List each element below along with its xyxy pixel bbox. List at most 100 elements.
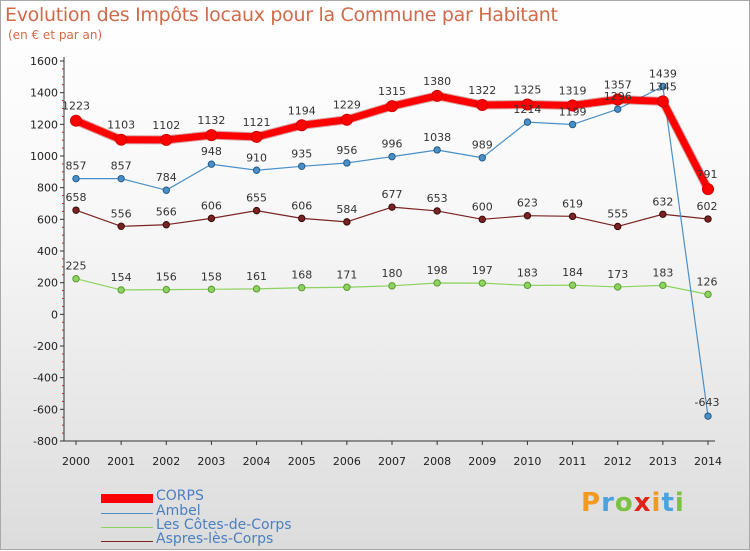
data-label: 653	[427, 192, 448, 205]
x-tick-label: 2010	[513, 455, 541, 468]
data-point	[252, 206, 261, 215]
data-point	[295, 119, 308, 132]
chart-axes: -800 -600 -400 -200 0 200 400 600 800 1000 1200 140…	[30, 55, 722, 468]
x-tick-label: 2011	[559, 455, 587, 468]
data-point	[388, 152, 396, 161]
data-label: 584	[336, 203, 357, 216]
data-label: 173	[607, 268, 628, 281]
x-tick-label: 2002	[152, 455, 180, 468]
data-point	[568, 120, 577, 129]
data-point	[433, 207, 441, 215]
y-tick-label: 1400	[30, 87, 58, 100]
data-label: 606	[201, 199, 222, 212]
y-tick-label: 600	[37, 213, 58, 226]
data-point	[656, 95, 669, 108]
data-point	[70, 114, 82, 127]
data-label: 857	[66, 160, 87, 173]
data-point	[298, 162, 306, 170]
data-label: 183	[517, 266, 538, 279]
chart-subtitle: (en € et par an)	[8, 28, 103, 42]
data-label: 1315	[378, 85, 406, 98]
data-point	[611, 93, 624, 106]
data-point	[343, 218, 351, 226]
data-point	[659, 210, 667, 218]
data-label: 1038	[423, 131, 451, 144]
data-point	[388, 282, 396, 290]
data-point	[704, 290, 712, 299]
data-label: 158	[201, 270, 222, 283]
data-label: 857	[111, 160, 132, 173]
data-point	[252, 166, 261, 174]
logo-letter: t	[661, 488, 675, 518]
y-tick-label: -600	[33, 403, 58, 416]
x-tick-label: 2008	[423, 455, 451, 468]
data-label: 655	[246, 192, 267, 205]
y-tick-label: -400	[33, 372, 58, 385]
data-label: 791	[697, 168, 718, 181]
y-tick-label: 1000	[30, 150, 58, 163]
data-point	[162, 221, 170, 229]
data-point	[162, 186, 170, 194]
legend-label: Ambel	[156, 503, 201, 519]
data-point	[207, 285, 216, 294]
data-point	[250, 130, 263, 143]
data-label: 606	[291, 199, 312, 212]
series-aspres-l-s-corps	[72, 203, 712, 231]
data-point	[207, 214, 216, 223]
data-point	[476, 99, 489, 112]
data-label: 154	[111, 271, 132, 284]
y-tick-label: 1600	[30, 55, 58, 68]
x-tick-label: 2000	[62, 455, 90, 468]
data-point	[478, 279, 486, 287]
data-label: 1214	[513, 103, 541, 116]
legend-swatch	[101, 526, 153, 528]
data-label: 1380	[423, 75, 451, 88]
data-point	[702, 183, 714, 196]
data-label: -643	[695, 396, 720, 409]
data-point	[117, 286, 125, 294]
data-point	[252, 285, 261, 293]
data-point	[523, 281, 532, 290]
data-label: 1322	[468, 84, 496, 97]
data-point	[614, 283, 622, 291]
data-label: 126	[697, 275, 718, 288]
data-label: 171	[336, 268, 357, 281]
data-label: 910	[246, 151, 267, 164]
legend-label: Aspres-lès-Corps	[156, 531, 274, 547]
y-tick-label: 800	[37, 182, 58, 195]
data-point	[386, 100, 398, 113]
data-label: 1194	[288, 104, 316, 117]
data-label: 677	[382, 188, 403, 201]
data-label: 183	[652, 266, 673, 279]
data-label: 784	[156, 171, 177, 184]
data-label: 566	[156, 206, 177, 219]
data-label: 948	[201, 145, 222, 158]
data-point	[704, 412, 712, 420]
data-label: 600	[472, 200, 493, 213]
y-tick-label: -800	[33, 435, 58, 448]
data-label: 1223	[62, 100, 90, 113]
y-tick-label: 0	[51, 308, 58, 321]
data-label: 1325	[513, 84, 541, 97]
x-tick-label: 2001	[107, 455, 135, 468]
data-point	[343, 283, 351, 291]
data-label: 1132	[197, 114, 225, 127]
data-label: 161	[246, 270, 267, 283]
data-label: 989	[472, 139, 493, 152]
data-label: 555	[607, 207, 628, 220]
data-point	[659, 82, 667, 91]
data-label: 556	[111, 207, 132, 220]
data-label: 1345	[649, 80, 677, 93]
data-point	[298, 284, 306, 292]
data-point	[205, 129, 218, 142]
data-point	[568, 281, 577, 289]
data-point	[298, 214, 306, 223]
data-label: 996	[382, 138, 403, 151]
series-corps	[70, 89, 714, 196]
data-label: 168	[291, 269, 312, 282]
y-tick-label: 400	[37, 245, 58, 258]
chart-series	[70, 82, 714, 420]
data-label: 1229	[333, 99, 361, 112]
proxiti-logo: Proxiti	[581, 488, 685, 518]
